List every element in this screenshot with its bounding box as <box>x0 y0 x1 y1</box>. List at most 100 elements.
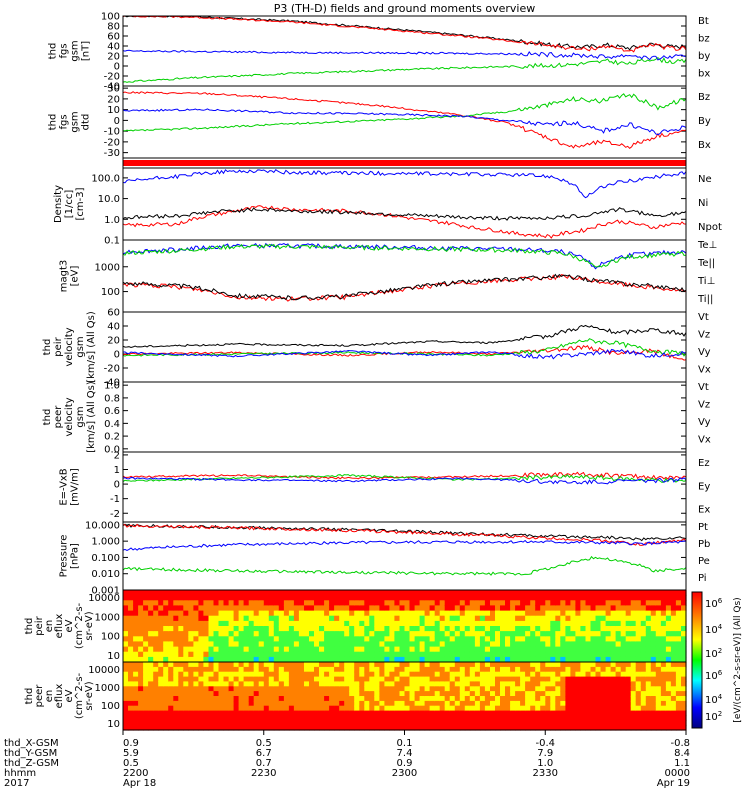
spectrogram-cell <box>399 662 406 668</box>
spectrogram-cell <box>334 626 340 632</box>
spectrogram-cell <box>178 691 184 697</box>
y-tick-label: 40 <box>107 322 120 333</box>
spectrogram-cell <box>304 686 310 692</box>
spectrogram-cell <box>193 681 199 687</box>
spectrogram-cell <box>600 715 607 721</box>
spectrogram-cell <box>188 691 194 697</box>
y-tick-label: 1000 <box>95 262 120 273</box>
spectrogram-cell <box>298 656 305 663</box>
spectrogram-cell <box>414 631 421 637</box>
spectrogram-cell <box>530 605 536 612</box>
spectrogram-cell <box>545 725 551 731</box>
spectrogram-cell <box>419 666 426 673</box>
spectrogram-cell <box>243 636 250 642</box>
spectrogram-cell <box>535 691 541 697</box>
spectrogram-cell <box>585 605 592 612</box>
spectrogram-cell <box>444 715 451 721</box>
spectrogram-cell <box>484 676 491 683</box>
spectrogram-cell <box>213 715 220 721</box>
spectrogram-cell <box>464 620 471 627</box>
spectrogram-cell <box>495 610 501 617</box>
spectrogram-cell <box>505 631 511 637</box>
spectrogram-cell <box>394 681 400 687</box>
spectrogram-cell <box>560 636 566 642</box>
y-axis-label: eflux <box>54 614 65 639</box>
spectrogram-cell <box>625 710 632 717</box>
spectrogram-cell <box>148 626 154 632</box>
spectrogram-cell <box>283 641 290 648</box>
spectrogram-cell <box>520 600 526 606</box>
y-axis-label: peir <box>34 615 45 635</box>
spectrogram-cell <box>424 626 431 632</box>
spectrogram-cell <box>188 705 194 712</box>
spectrogram-cell <box>495 715 501 721</box>
spectrogram-cell <box>314 710 320 717</box>
spectrogram-cell <box>268 651 275 658</box>
spectrogram-cell <box>525 681 531 687</box>
spectrogram-cell <box>414 715 421 721</box>
spectrogram-cell <box>399 700 406 707</box>
spectrogram-cell <box>419 656 426 663</box>
spectrogram-cell <box>570 681 576 687</box>
spectrogram-cell <box>665 636 672 642</box>
spectrogram-cell <box>354 600 360 606</box>
spectrogram-cell <box>188 600 194 606</box>
y-axis-label: thd <box>24 618 35 635</box>
spectrogram-cell <box>319 641 325 648</box>
spectrogram-cell <box>620 626 627 632</box>
y-axis-label: thd <box>42 409 53 426</box>
spectrogram-cell <box>369 651 375 658</box>
panel-frame <box>122 239 687 313</box>
spectrogram-cell <box>464 696 471 702</box>
y-tick-label: 100 <box>101 701 120 712</box>
spectrogram-cell <box>158 641 164 648</box>
spectrogram-cell <box>675 631 682 637</box>
spectrogram-cell <box>625 686 632 692</box>
spectrogram-cell <box>660 600 667 606</box>
spectrogram-cell <box>359 636 365 642</box>
spectrogram-cell <box>535 620 541 627</box>
spectrogram-cell <box>163 662 169 668</box>
spectrogram-cell <box>273 696 280 702</box>
spectrogram-cell <box>223 696 230 702</box>
spectrogram-cell <box>459 651 466 658</box>
spectrogram-cell <box>248 651 255 658</box>
spectrogram-cell <box>278 626 285 632</box>
spectrogram-cell <box>188 656 194 663</box>
spectrogram-cell <box>675 710 682 717</box>
spectrogram-cell <box>314 636 320 642</box>
spectrogram-cell <box>681 696 687 702</box>
y-axis-label: [km/s] (All Qs) <box>86 381 97 453</box>
spectrogram-cell <box>273 590 280 596</box>
spectrogram-cell <box>449 600 456 606</box>
spectrogram-cell <box>615 626 622 632</box>
spectrogram-cell <box>439 610 446 617</box>
y-axis-label: gsm <box>70 111 81 132</box>
spectrogram-cell <box>329 600 335 606</box>
spectrogram-cell <box>198 646 204 653</box>
spectrogram-cell <box>645 681 652 687</box>
spectrogram-cell <box>228 725 235 731</box>
spectrogram-cell <box>208 686 215 692</box>
spectrogram-cell <box>389 705 395 712</box>
spectrogram-cell <box>203 595 209 601</box>
spectrogram-cell <box>525 720 531 726</box>
spectrogram-cell <box>208 671 215 678</box>
spectrogram-cell <box>655 696 662 702</box>
spectrogram-cell <box>293 720 300 726</box>
spectrogram-cell <box>484 641 491 648</box>
spectrogram-cell <box>530 600 536 606</box>
spectrogram-cell <box>474 626 481 632</box>
spectrogram-cell <box>655 646 662 653</box>
spectrogram-cell <box>304 696 310 702</box>
spectrogram-cell <box>555 662 561 668</box>
y-axis-label: eflux <box>54 684 65 709</box>
spectrogram-cell <box>153 656 159 663</box>
spectrogram-cell <box>389 615 395 622</box>
spectrogram-cell <box>213 671 220 678</box>
spectrogram-cell <box>298 720 305 726</box>
spectrogram-cell <box>379 656 385 663</box>
spectrogram-cell <box>203 631 209 637</box>
spectrogram-cell <box>203 626 209 632</box>
spectrogram-cell <box>138 676 144 683</box>
